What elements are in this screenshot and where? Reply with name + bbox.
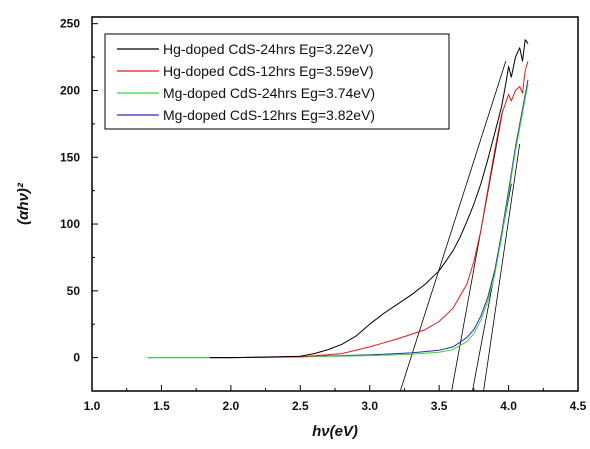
x-tick-label: 2.5 (292, 399, 309, 413)
series-line (147, 83, 529, 359)
y-axis-title: (αhν)² (15, 182, 32, 225)
tangent-line (483, 143, 521, 392)
x-tick-label: 2.0 (223, 399, 240, 413)
y-tick-label: 50 (67, 284, 81, 298)
x-tick-label: 4.0 (500, 399, 517, 413)
x-tick-label: 3.5 (431, 399, 448, 413)
y-tick-label: 150 (60, 150, 80, 164)
y-axis-ticks: 0 50 100 150 200 250 (60, 17, 98, 392)
y-tick-label: 100 (60, 217, 80, 231)
legend-box (104, 33, 450, 130)
legend-label: Mg-doped CdS-24hrs Eg=3.74eV) (163, 85, 375, 101)
series-line (210, 60, 529, 359)
x-axis-ticks: 1.0 1.5 2.0 2.5 3.0 3.5 4.0 4.5 (84, 385, 587, 413)
legend-label: Mg-doped CdS-12hrs Eg=3.82eV) (163, 107, 375, 123)
tangent-line (451, 109, 504, 392)
x-axis-title: hν(eV) (312, 423, 358, 440)
legend: Hg-doped CdS-24hrs Eg=3.22eV) Hg-doped Cd… (117, 41, 375, 123)
x-tick-label: 1.0 (84, 399, 101, 413)
y-tick-label: 250 (60, 17, 80, 31)
x-tick-label: 3.0 (361, 399, 378, 413)
y-tick-label: 0 (73, 351, 80, 365)
x-tick-label: 1.5 (153, 399, 170, 413)
series-lines (147, 39, 529, 359)
x-tick-label: 4.5 (570, 399, 587, 413)
legend-label: Hg-doped CdS-24hrs Eg=3.22eV) (163, 41, 374, 57)
y-tick-label: 200 (60, 83, 80, 97)
series-line (210, 39, 529, 359)
tangent-line (399, 60, 507, 392)
legend-label: Hg-doped CdS-12hrs Eg=3.59eV) (163, 63, 374, 79)
